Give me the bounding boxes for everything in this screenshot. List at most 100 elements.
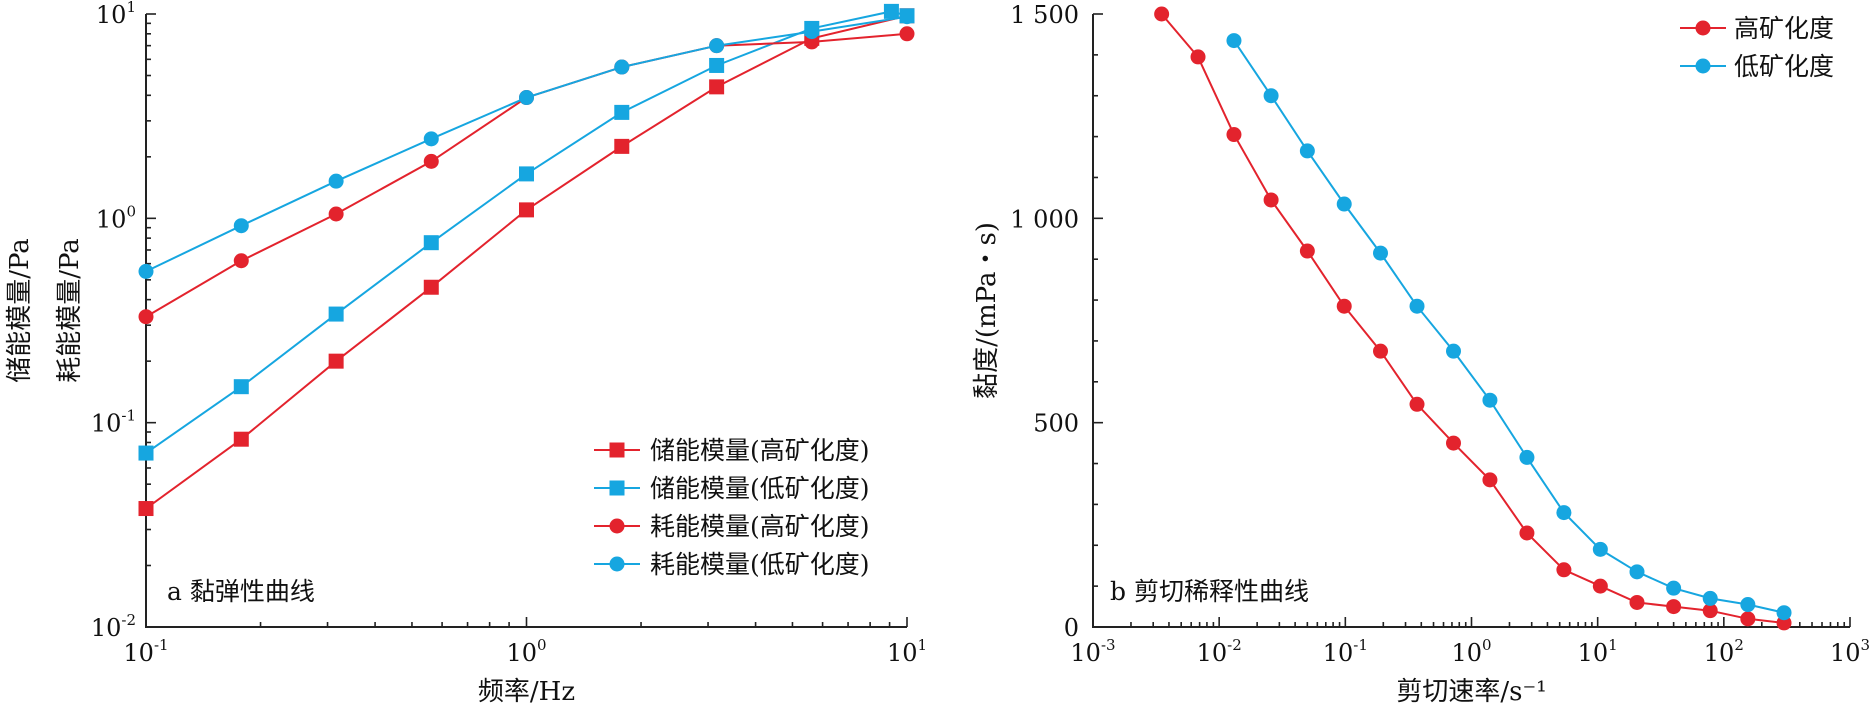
panel-a-data-point bbox=[709, 38, 725, 54]
panel-b-x-tick-label: 10-1 bbox=[1323, 636, 1368, 667]
panel-a-data-point bbox=[328, 353, 344, 369]
panel-b-y-tick-label: 500 bbox=[1033, 410, 1079, 438]
panel-a-data-point bbox=[614, 104, 630, 120]
panel-b-data-point bbox=[1556, 562, 1572, 578]
panel-b-data-point bbox=[1592, 541, 1608, 557]
panel-b-data-point bbox=[1154, 6, 1170, 22]
panel-a-y-tick-label: 10-2 bbox=[91, 611, 136, 642]
panel-a-data-point bbox=[138, 263, 154, 279]
panel-b-y-tick-label: 1 500 bbox=[1010, 1, 1079, 29]
legend-marker bbox=[1695, 58, 1711, 74]
panel-b-series-line bbox=[1233, 40, 1785, 614]
panel-b-x-tick-label: 100 bbox=[1451, 636, 1491, 667]
legend-label: 储能模量(低矿化度) bbox=[650, 474, 870, 503]
panel-b-data-point bbox=[1226, 127, 1242, 143]
legend-marker bbox=[609, 556, 625, 572]
panel-b-data-point bbox=[1556, 505, 1572, 521]
panel-b-data-point bbox=[1740, 611, 1756, 627]
panel-a-data-point bbox=[709, 79, 725, 95]
panel-b-data-point bbox=[1702, 603, 1718, 619]
panel-b-data-point bbox=[1299, 143, 1315, 159]
panel-a-data-point bbox=[423, 279, 439, 295]
panel-b-data-point bbox=[1299, 243, 1315, 259]
legend-marker bbox=[609, 518, 625, 534]
panel-a-data-point bbox=[423, 153, 439, 169]
panel-a-x-tick-label: 100 bbox=[506, 636, 546, 667]
panel-b-data-point bbox=[1373, 343, 1389, 359]
panel-b-data-point bbox=[1226, 33, 1242, 49]
panel-a-data-point bbox=[233, 253, 249, 269]
panel-b-y-tick-label: 1 000 bbox=[1010, 205, 1079, 233]
panel-a-data-point bbox=[519, 202, 534, 218]
panel-b-data-point bbox=[1336, 196, 1352, 212]
legend-marker bbox=[609, 442, 625, 458]
panel-a-series-line bbox=[145, 14, 908, 510]
panel-b-data-point bbox=[1336, 298, 1352, 314]
panel-a-data-point bbox=[899, 26, 915, 42]
panel-b-data-point bbox=[1373, 245, 1389, 261]
panel-a-data-point bbox=[328, 173, 344, 189]
panel-a-data-point bbox=[233, 431, 249, 447]
panel-b-x-tick-label: 10-3 bbox=[1070, 636, 1115, 667]
panel-b-data-point bbox=[1776, 605, 1792, 621]
panel-a-x-axis-title: 频率/Hz bbox=[478, 677, 575, 707]
legend-label: 储能模量(高矿化度) bbox=[650, 436, 870, 465]
panel-a-data-point bbox=[709, 57, 725, 73]
panel-b-data-point bbox=[1666, 580, 1682, 596]
panel-a-data-point bbox=[614, 59, 630, 75]
panel-a-data-point bbox=[423, 235, 439, 251]
panel-b-x-tick-label: 103 bbox=[1830, 636, 1870, 667]
panel-a-data-point bbox=[423, 131, 439, 147]
panel-a-data-point bbox=[233, 218, 249, 234]
panel-b-data-point bbox=[1519, 449, 1535, 465]
panel-b-x-tick-label: 10-2 bbox=[1197, 636, 1242, 667]
panel-a-label: a 黏弹性曲线 bbox=[167, 577, 315, 606]
panel-a-data-point bbox=[519, 166, 534, 182]
panel-a-y-tick-label: 100 bbox=[96, 202, 136, 233]
panel-b-data-point bbox=[1629, 594, 1645, 610]
legend-label: 低矿化度 bbox=[1734, 52, 1834, 81]
panel-b-data-point bbox=[1409, 298, 1425, 314]
panel-b-data-point bbox=[1446, 435, 1462, 451]
panel-a-data-point bbox=[328, 206, 344, 222]
legend-marker bbox=[1695, 20, 1711, 36]
panel-b-data-point bbox=[1592, 578, 1608, 594]
panel-a-y-tick-label: 101 bbox=[96, 0, 136, 29]
panel-a-data-point bbox=[804, 24, 820, 40]
panel-a-data-point bbox=[138, 445, 154, 461]
legend-label: 耗能模量(高矿化度) bbox=[650, 512, 870, 541]
panel-a-data-point bbox=[614, 138, 630, 154]
panel-b-data-point bbox=[1446, 343, 1462, 359]
panel-b-data-point bbox=[1740, 597, 1756, 613]
legend-marker bbox=[609, 480, 625, 496]
panel-b-data-point bbox=[1666, 599, 1682, 615]
panel-b-data-point bbox=[1263, 192, 1279, 208]
panel-b-data-point bbox=[1519, 525, 1535, 541]
panel-a-x-tick-label: 101 bbox=[887, 636, 927, 667]
panel-a-y-axis-title: 储能模量/Pa bbox=[5, 238, 35, 383]
panel-b-data-point bbox=[1190, 49, 1206, 65]
panel-a-data-point bbox=[328, 306, 344, 322]
panel-a-series-line bbox=[145, 10, 908, 454]
panel-b-series-line bbox=[1160, 13, 1785, 624]
panel-a-y-axis-title: 耗能模量/Pa bbox=[55, 238, 85, 383]
panel-a-data-point bbox=[883, 3, 899, 19]
panel-a-data-point bbox=[804, 34, 820, 50]
panel-a-x-tick-label: 10-1 bbox=[123, 636, 168, 667]
panel-b-data-point bbox=[1409, 396, 1425, 412]
panel-b-x-tick-label: 102 bbox=[1704, 636, 1744, 667]
legend-label: 耗能模量(低矿化度) bbox=[650, 550, 870, 579]
panel-b-x-axis-title: 剪切速率/s⁻¹ bbox=[1396, 677, 1546, 707]
panel-b-x-tick-label: 101 bbox=[1578, 636, 1618, 667]
panel-a-data-point bbox=[899, 9, 915, 25]
panel-a-legend: 储能模量(高矿化度) 储能模量(低矿化度) 耗能模量(高矿化度) 耗能模量(低矿化度) bbox=[594, 436, 870, 579]
panel-b-data-point bbox=[1482, 472, 1498, 488]
panel-a-series-line bbox=[145, 15, 908, 273]
panel-b-data-point bbox=[1263, 88, 1279, 104]
panel-b-label: b 剪切稀释性曲线 bbox=[1110, 577, 1309, 606]
panel-a-data-point bbox=[138, 501, 154, 517]
panel-b-y-tick-label: 0 bbox=[1064, 614, 1079, 642]
